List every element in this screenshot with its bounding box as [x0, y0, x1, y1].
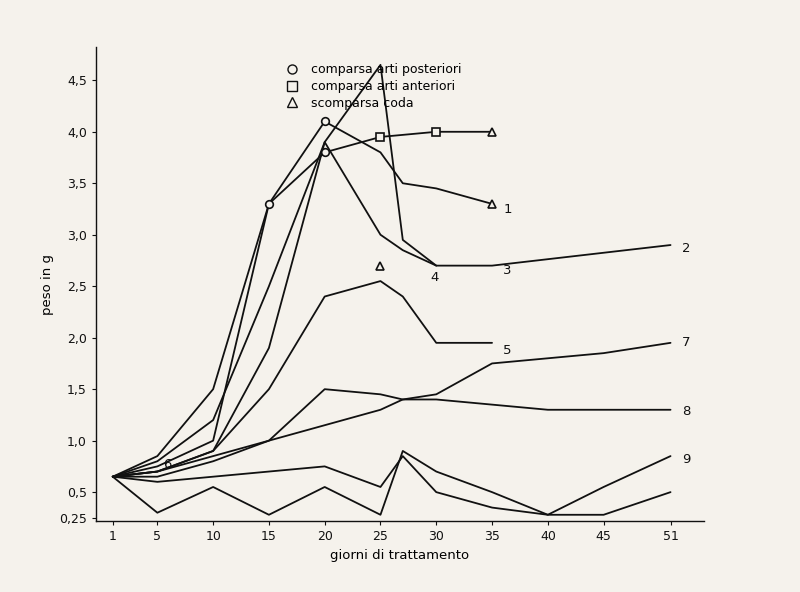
Text: 7: 7 [682, 336, 690, 349]
Text: 3: 3 [503, 264, 512, 277]
Text: 5: 5 [503, 343, 512, 356]
Text: 1: 1 [503, 202, 512, 215]
Text: 4: 4 [430, 272, 439, 285]
Text: 2: 2 [682, 242, 690, 255]
Legend: comparsa arti posteriori, comparsa arti anteriori, scomparsa coda: comparsa arti posteriori, comparsa arti … [275, 59, 466, 115]
Y-axis label: peso in g: peso in g [41, 253, 54, 315]
Text: 9: 9 [682, 453, 690, 466]
Text: 8: 8 [682, 406, 690, 419]
X-axis label: giorni di trattamento: giorni di trattamento [330, 549, 470, 562]
Text: 6: 6 [163, 458, 171, 471]
